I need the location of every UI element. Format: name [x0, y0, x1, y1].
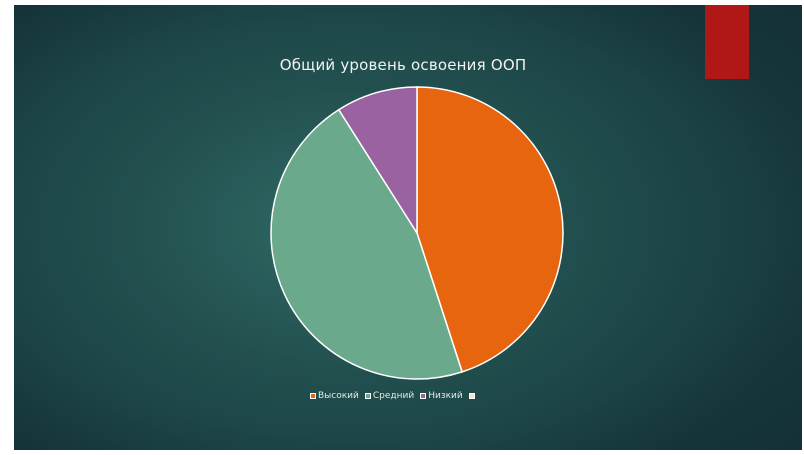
legend-swatch	[420, 393, 427, 399]
chart-title: Общий уровень освоения ООП	[279, 56, 527, 74]
pie-slice-Низкий	[337, 86, 418, 236]
chart-legend: Высокий Средний Низкий	[310, 391, 477, 401]
legend-item: Низкий	[420, 391, 463, 401]
legend-swatch	[468, 393, 475, 399]
pie-slice-Средний	[270, 108, 464, 380]
accent-bar	[705, 5, 749, 79]
legend-label: Высокий	[318, 391, 359, 401]
legend-label: Низкий	[428, 391, 463, 401]
legend-swatch	[310, 393, 316, 399]
pie-slice-Высокий	[416, 86, 564, 373]
legend-item: Средний	[364, 391, 415, 401]
legend-label: Средний	[372, 391, 415, 401]
legend-swatch	[364, 393, 371, 399]
legend-item: Высокий	[310, 391, 359, 401]
legend-item	[468, 393, 477, 399]
